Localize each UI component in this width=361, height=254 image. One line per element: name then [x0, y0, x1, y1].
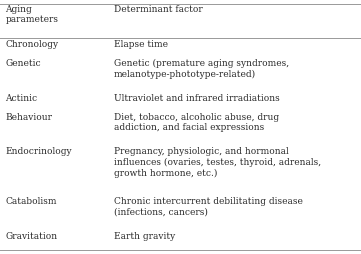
- Text: Genetic: Genetic: [5, 59, 41, 68]
- Text: Behaviour: Behaviour: [5, 113, 52, 122]
- Text: Actinic: Actinic: [5, 93, 38, 103]
- Text: Endocrinology: Endocrinology: [5, 147, 72, 156]
- Text: Chronic intercurrent debilitating disease
(infections, cancers): Chronic intercurrent debilitating diseas…: [114, 197, 303, 217]
- Text: Chronology: Chronology: [5, 40, 58, 49]
- Text: Diet, tobacco, alcoholic abuse, drug
addiction, and facial expressions: Diet, tobacco, alcoholic abuse, drug add…: [114, 113, 279, 132]
- Text: Aging
parameters: Aging parameters: [5, 5, 58, 24]
- Text: Ultraviolet and infrared irradiations: Ultraviolet and infrared irradiations: [114, 93, 279, 103]
- Text: Genetic (premature aging syndromes,
melanotype-phototype-related): Genetic (premature aging syndromes, mela…: [114, 59, 289, 78]
- Text: Earth gravity: Earth gravity: [114, 232, 175, 241]
- Text: Gravitation: Gravitation: [5, 232, 57, 241]
- Text: Catabolism: Catabolism: [5, 197, 57, 207]
- Text: Pregnancy, physiologic, and hormonal
influences (ovaries, testes, thyroid, adren: Pregnancy, physiologic, and hormonal inf…: [114, 147, 321, 178]
- Text: Elapse time: Elapse time: [114, 40, 168, 49]
- Text: Determinant factor: Determinant factor: [114, 5, 203, 14]
